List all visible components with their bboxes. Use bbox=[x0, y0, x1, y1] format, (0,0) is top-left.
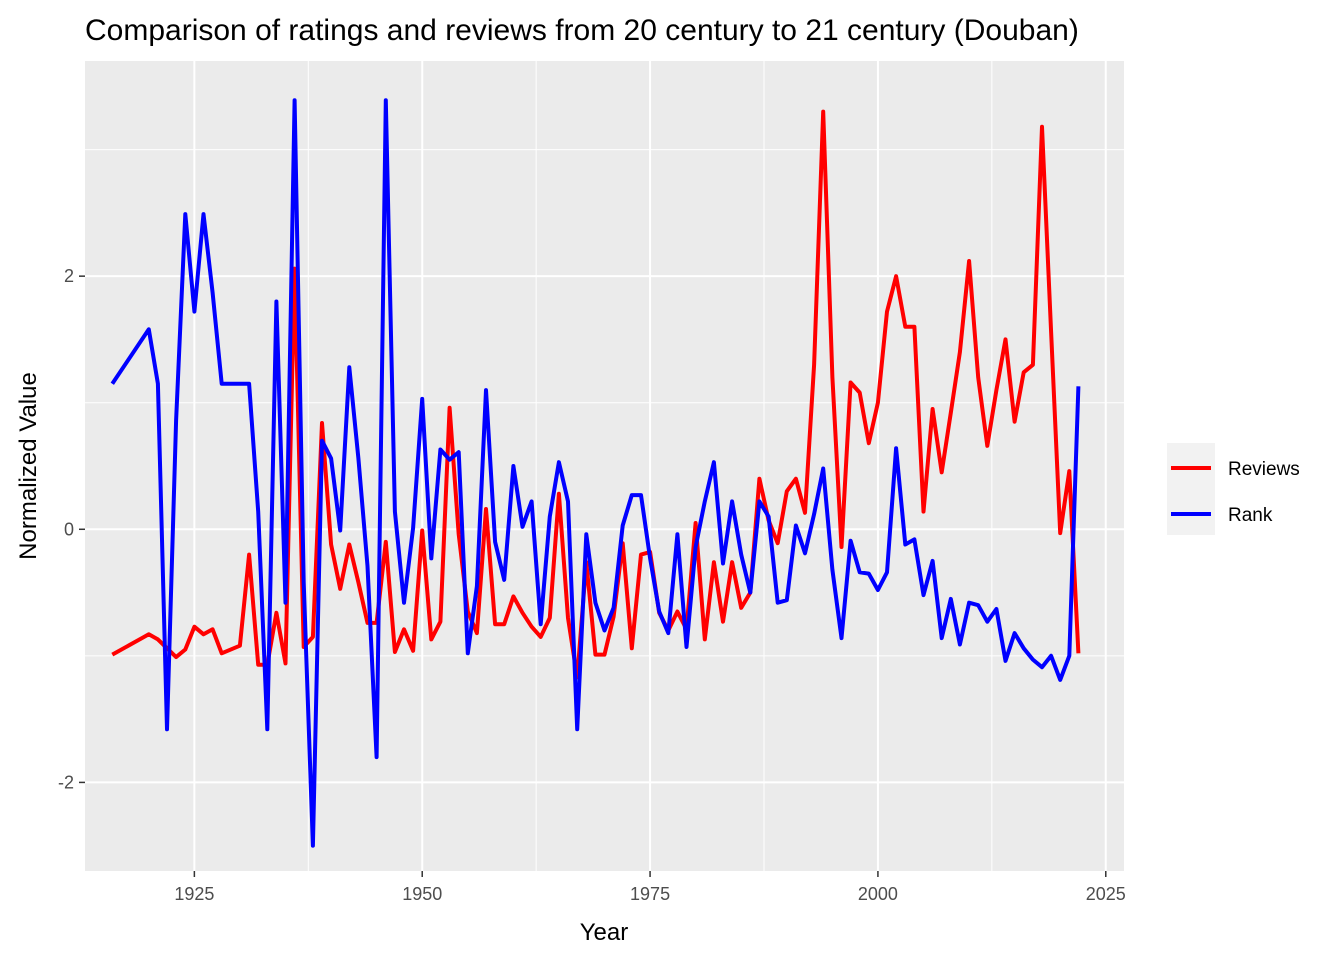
x-tick-label: 1925 bbox=[174, 884, 214, 904]
y-tick-labels: -2 0 2 bbox=[58, 266, 74, 792]
legend-key-background bbox=[1167, 443, 1215, 535]
x-tick-labels: 1925 1950 1975 2000 2025 bbox=[174, 884, 1125, 904]
major-gridlines bbox=[85, 61, 1124, 871]
chart-title: Comparison of ratings and reviews from 2… bbox=[85, 14, 1079, 47]
x-tick-label: 2000 bbox=[858, 884, 898, 904]
legend-label-reviews: Reviews bbox=[1228, 459, 1300, 480]
axis-ticks bbox=[79, 275, 1107, 877]
series-line-rank bbox=[110, 98, 1081, 848]
y-axis-title: Normalized Value bbox=[15, 372, 42, 560]
series-layer bbox=[110, 98, 1081, 848]
y-tick-label: 2 bbox=[64, 266, 74, 286]
y-tick-label: -2 bbox=[58, 772, 74, 792]
legend-label-rank: Rank bbox=[1228, 505, 1273, 526]
x-axis-title: Year bbox=[580, 919, 629, 946]
legend: Reviews Rank bbox=[1167, 443, 1300, 535]
x-tick-label: 1950 bbox=[402, 884, 442, 904]
y-tick-label: 0 bbox=[64, 519, 74, 539]
x-tick-label: 1975 bbox=[630, 884, 670, 904]
x-tick-label: 2025 bbox=[1086, 884, 1126, 904]
plot-panel bbox=[85, 61, 1124, 871]
